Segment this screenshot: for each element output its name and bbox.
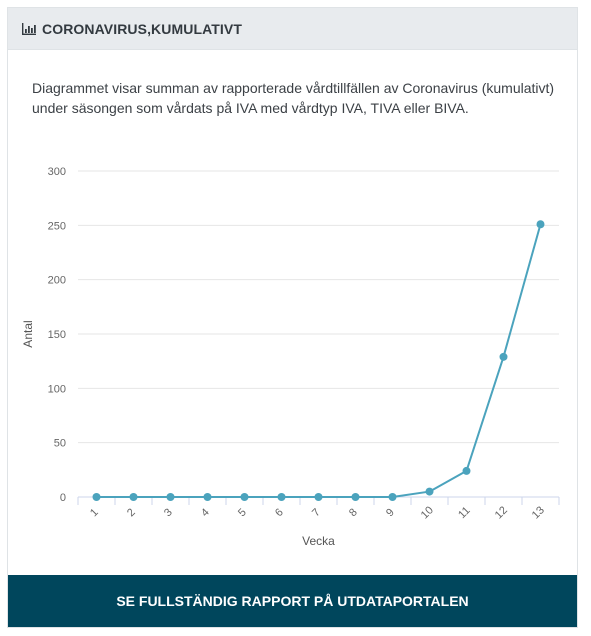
y-tick-label: 150 <box>48 329 66 341</box>
data-point <box>203 493 212 501</box>
chart-description: Diagrammet visar summan av rapporterade … <box>32 80 555 116</box>
data-point <box>536 220 545 229</box>
data-point <box>462 466 471 475</box>
chart-card: CORONAVIRUS,KUMULATIVT Diagrammet visar … <box>7 7 578 628</box>
y-tick-label: 0 <box>60 492 66 504</box>
x-tick-label: 4 <box>199 506 212 519</box>
data-point <box>388 493 397 501</box>
x-tick-label: 1 <box>88 506 101 519</box>
x-tick-label: 13 <box>530 504 547 521</box>
y-tick-label: 250 <box>48 220 66 232</box>
x-axis-title: Vecka <box>302 534 335 548</box>
y-tick-label: 200 <box>48 275 66 287</box>
y-tick-label: 300 <box>48 166 66 178</box>
x-tick-label: 7 <box>310 506 323 519</box>
data-point <box>351 493 360 501</box>
data-point <box>129 493 138 501</box>
full-report-button[interactable]: SE FULLSTÄNDIG RAPPORT PÅ UTDATAPORTALEN <box>8 575 577 627</box>
data-point <box>277 493 286 501</box>
x-tick-label: 10 <box>419 504 436 521</box>
x-tick-label: 11 <box>456 505 473 522</box>
bar-chart-icon <box>22 22 36 35</box>
x-tick-label: 12 <box>493 504 510 521</box>
data-point <box>92 493 101 501</box>
y-axis-title: Antal <box>21 320 35 347</box>
series-line <box>96 223 542 498</box>
data-point <box>499 352 508 361</box>
y-tick-label: 100 <box>48 383 66 395</box>
card-header: CORONAVIRUS,KUMULATIVT <box>8 8 577 50</box>
x-tick-label: 3 <box>162 506 175 519</box>
y-tick-label: 50 <box>54 438 66 450</box>
card-title: CORONAVIRUS,KUMULATIVT <box>42 20 243 37</box>
data-point <box>240 493 249 501</box>
data-point <box>166 493 175 501</box>
x-tick-label: 8 <box>347 506 360 519</box>
x-tick-label: 6 <box>273 506 286 519</box>
x-tick-label: 2 <box>125 506 138 519</box>
data-point <box>425 487 434 496</box>
x-tick-label: 9 <box>384 506 397 519</box>
data-point <box>314 493 323 501</box>
x-tick-label: 5 <box>236 506 249 519</box>
